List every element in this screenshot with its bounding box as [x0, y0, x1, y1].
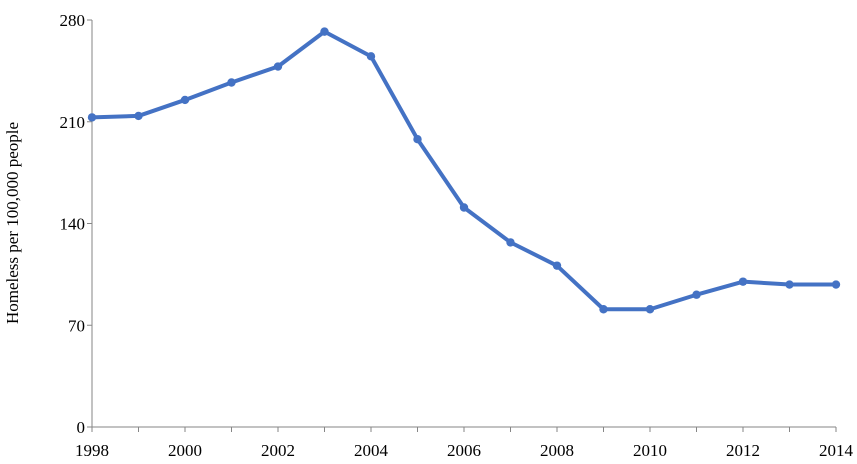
x-tick-label: 2000: [168, 441, 202, 460]
y-tick-label: 210: [60, 113, 86, 132]
x-tick-label: 1998: [75, 441, 109, 460]
data-point: [738, 277, 748, 286]
x-tick-label: 2014: [819, 441, 854, 460]
data-point: [320, 27, 329, 36]
x-tick-label: 2010: [633, 441, 667, 460]
data-point: [552, 261, 562, 270]
data-point: [831, 280, 841, 289]
y-tick-label: 70: [68, 316, 85, 335]
data-point: [599, 305, 608, 314]
data-point: [180, 95, 190, 105]
data-point: [645, 305, 655, 314]
x-tick-label: 2004: [354, 441, 389, 460]
data-point: [273, 62, 283, 71]
y-axis-title: Homeless per 100,000 people: [3, 122, 22, 324]
x-tick-label: 2008: [540, 441, 574, 460]
x-tick-label: 2012: [726, 441, 760, 460]
y-tick-label: 140: [60, 215, 86, 234]
data-point: [692, 290, 701, 299]
y-tick-label: 0: [77, 418, 86, 437]
data-point: [785, 280, 794, 289]
data-point: [413, 134, 422, 144]
data-point: [227, 78, 236, 87]
y-tick-label: 280: [60, 11, 86, 30]
data-point: [506, 238, 515, 247]
data-point: [459, 203, 469, 212]
data-point: [134, 111, 143, 121]
series-line: [90, 29, 838, 312]
data-point: [366, 52, 376, 61]
data-point: [87, 113, 97, 122]
y-axis-ticks: 0 70 140 210 280: [60, 11, 92, 437]
x-tick-label: 2002: [261, 441, 295, 460]
x-axis-ticks: 1998 2000 2002 2004 2006 2008 2010 2012 2014: [75, 427, 854, 460]
x-tick-label: 2006: [447, 441, 481, 460]
series-group: [87, 27, 841, 314]
